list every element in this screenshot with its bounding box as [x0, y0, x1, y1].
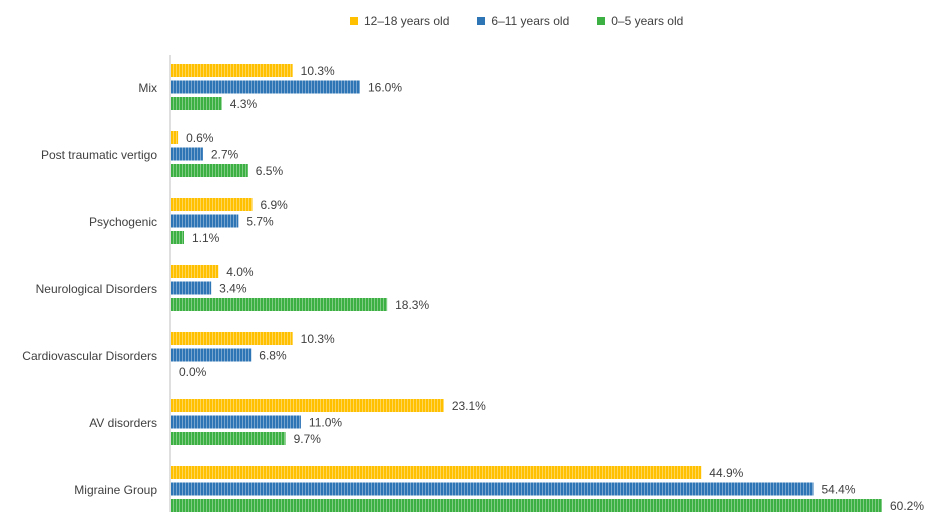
bar: [171, 97, 222, 110]
data-label: 16.0%: [368, 81, 402, 95]
bar: [171, 298, 388, 311]
data-label: 2.7%: [211, 148, 239, 162]
data-label: 10.3%: [301, 332, 335, 346]
bar: [171, 332, 293, 345]
bar: [171, 482, 814, 496]
bar: [171, 499, 882, 512]
bar: [171, 399, 444, 412]
data-label: 60.2%: [890, 499, 924, 513]
bar: [171, 164, 248, 177]
data-label: 18.3%: [395, 298, 429, 312]
bar: [171, 415, 301, 429]
bar: [171, 64, 293, 77]
legend: 12–18 years old 6–11 years old 0–5 years…: [350, 14, 683, 28]
bar: [171, 265, 219, 278]
bar: [171, 214, 239, 228]
category-label: Psychogenic: [89, 215, 157, 229]
category-label: AV disorders: [89, 416, 157, 430]
data-label: 6.8%: [259, 349, 287, 363]
data-label: 4.0%: [226, 265, 254, 279]
data-label: 4.3%: [230, 97, 258, 111]
legend-swatch-12-18: [350, 17, 358, 25]
bar: [171, 131, 179, 144]
legend-item-0-5: 0–5 years old: [597, 14, 683, 28]
bar: [171, 432, 286, 445]
legend-label-6-11: 6–11 years old: [491, 14, 570, 28]
data-label: 0.6%: [186, 131, 214, 145]
data-label: 6.5%: [256, 164, 284, 178]
legend-swatch-6-11: [477, 17, 486, 25]
data-label: 10.3%: [301, 64, 335, 78]
data-label: 3.4%: [219, 282, 247, 296]
bar: [171, 466, 702, 479]
bar: [171, 281, 212, 295]
bar: [171, 147, 203, 161]
category-label: Post traumatic vertigo: [41, 148, 157, 162]
data-label: 1.1%: [192, 231, 220, 245]
data-label: 23.1%: [452, 399, 486, 413]
category-label: Neurological Disorders: [36, 282, 157, 296]
data-label: 11.0%: [309, 416, 342, 430]
bar: [171, 348, 252, 362]
data-label: 9.7%: [294, 432, 322, 446]
legend-label-12-18: 12–18 years old: [364, 14, 450, 28]
data-label: 44.9%: [709, 466, 743, 480]
category-label: Mix: [138, 81, 157, 95]
data-label: 5.7%: [246, 215, 274, 229]
data-label: 6.9%: [260, 198, 288, 212]
legend-item-6-11: 6–11 years old: [477, 14, 569, 28]
bar: [171, 231, 184, 244]
bar: [171, 198, 253, 211]
legend-item-12-18: 12–18 years old: [350, 14, 449, 28]
data-label: 54.4%: [821, 483, 855, 497]
legend-swatch-0-5: [597, 17, 606, 25]
legend-label-0-5: 0–5 years old: [611, 14, 684, 28]
category-label: Cardiovascular Disorders: [22, 349, 157, 363]
category-label: Migraine Group: [74, 483, 157, 497]
bar: [171, 80, 360, 94]
data-label: 0.0%: [179, 365, 207, 379]
